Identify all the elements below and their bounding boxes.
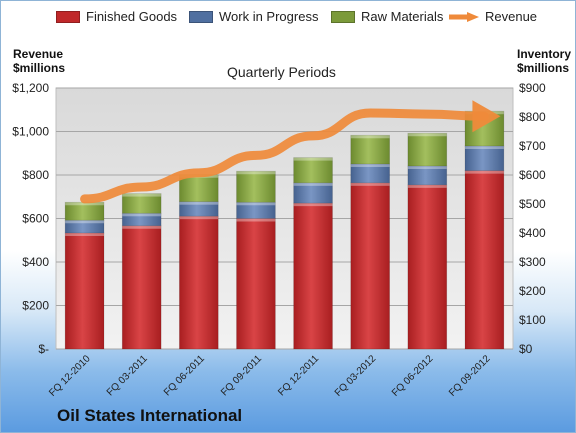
company-name: Oil States International [57,406,243,425]
bar-work-in-progress-highlight [465,146,504,149]
right-tick-label: $600 [519,168,546,182]
x-tick-label: FQ 12-2010 [47,353,93,399]
bar-work-in-progress-highlight [350,163,390,167]
bar-work-in-progress-highlight [179,201,219,205]
revenue-line [80,108,489,204]
bar-finished-goods [407,184,448,350]
bar-finished-goods-highlight [65,233,104,236]
bar-raw-materials-highlight [293,157,333,161]
bar-finished-goods-highlight [236,218,276,222]
right-tick-label: $800 [519,110,546,124]
right-tick-label: $300 [519,255,546,269]
right-axis-title-line2: $millions [517,61,570,75]
x-tick-label: FQ 03-2012 [333,353,379,399]
left-tick-label: $1,200 [12,81,49,95]
bar-finished-goods [236,218,276,350]
legend: Finished Goods Work in Progress Raw Mate… [1,9,575,31]
x-tick-label: FQ 09-2011 [219,353,264,398]
right-tick-label: $700 [519,139,546,153]
bar-finished-goods-highlight [293,203,333,207]
legend-item-work-in-progress: Work in Progress [189,9,318,24]
x-tick-label: FQ 06-2011 [162,353,207,398]
bar-raw-materials-highlight [236,171,276,175]
right-axis-title: Inventory $millions [517,47,571,75]
bar-work-in-progress [464,145,505,172]
left-tick-label: $1,000 [12,125,49,139]
right-tick-label: $400 [519,226,546,240]
bar-work-in-progress-highlight [407,166,447,170]
plot-title: Quarterly Periods [227,64,336,80]
right-tick-label: $500 [519,197,546,211]
x-tick-label: FQ 03-2011 [105,353,150,398]
bar-raw-materials [293,157,333,184]
left-tick-label: $400 [22,255,49,269]
legend-swatch [189,10,213,23]
left-tick-label: $- [38,342,49,356]
left-axis-title-line2: $millions [13,61,66,75]
revenue-arrowhead [472,100,501,133]
bar-finished-goods [350,182,391,350]
bar-work-in-progress-highlight [293,182,333,186]
bar-work-in-progress-highlight [236,202,276,206]
bar-finished-goods [293,202,333,350]
bar-raw-materials [350,134,391,165]
right-tick-label: $100 [519,313,546,327]
x-tick-label: FQ 09-2012 [447,353,493,399]
bar-finished-goods-highlight [465,170,504,174]
legend-label: Finished Goods [86,9,178,24]
bar-finished-goods [178,215,219,350]
bar-work-in-progress [64,219,105,234]
x-tick-label: FQ 06-2012 [390,353,436,399]
bar-raw-materials-highlight [350,135,390,139]
bar-finished-goods-highlight [179,216,219,220]
legend-label: Raw Materials [361,9,444,24]
legend-item-finished-goods: Finished Goods [56,9,177,24]
left-axis-title-line1: Revenue [13,47,64,61]
legend-label: Work in Progress [219,9,319,24]
bar-work-in-progress-highlight [65,220,104,224]
bar-raw-materials [178,174,219,203]
legend-label: Revenue [485,9,538,24]
bar-finished-goods-highlight [122,225,162,229]
left-tick-label: $800 [22,168,49,182]
bar-work-in-progress-highlight [122,213,162,217]
bar-raw-materials-highlight [65,202,104,206]
legend-swatch [56,10,80,23]
right-tick-label: $200 [519,284,546,298]
bar-raw-materials-highlight [407,133,447,137]
bar-finished-goods [121,225,162,350]
left-tick-label: $200 [22,299,49,313]
bar-raw-materials-highlight [122,193,162,197]
bar-finished-goods [464,170,505,350]
bar-work-in-progress [293,182,333,204]
bar-raw-materials [407,132,448,167]
x-tick-label: FQ 12-2011 [276,353,321,398]
left-tick-label: $600 [22,212,49,226]
legend-item-revenue: Revenue [449,9,537,24]
bar-finished-goods [64,232,105,350]
legend-arrow-icon [449,11,479,22]
right-tick-label: $900 [519,81,546,95]
bar-finished-goods-highlight [350,182,390,186]
bar-raw-materials [236,170,276,203]
right-axis-title-line1: Inventory [517,47,572,61]
left-axis-title: Revenue $millions [13,47,65,75]
legend-swatch [331,10,355,23]
bar-raw-materials [121,193,162,214]
right-tick-label: $0 [519,342,533,356]
legend-item-raw-materials: Raw Materials [331,9,443,24]
bar-finished-goods-highlight [407,184,447,188]
